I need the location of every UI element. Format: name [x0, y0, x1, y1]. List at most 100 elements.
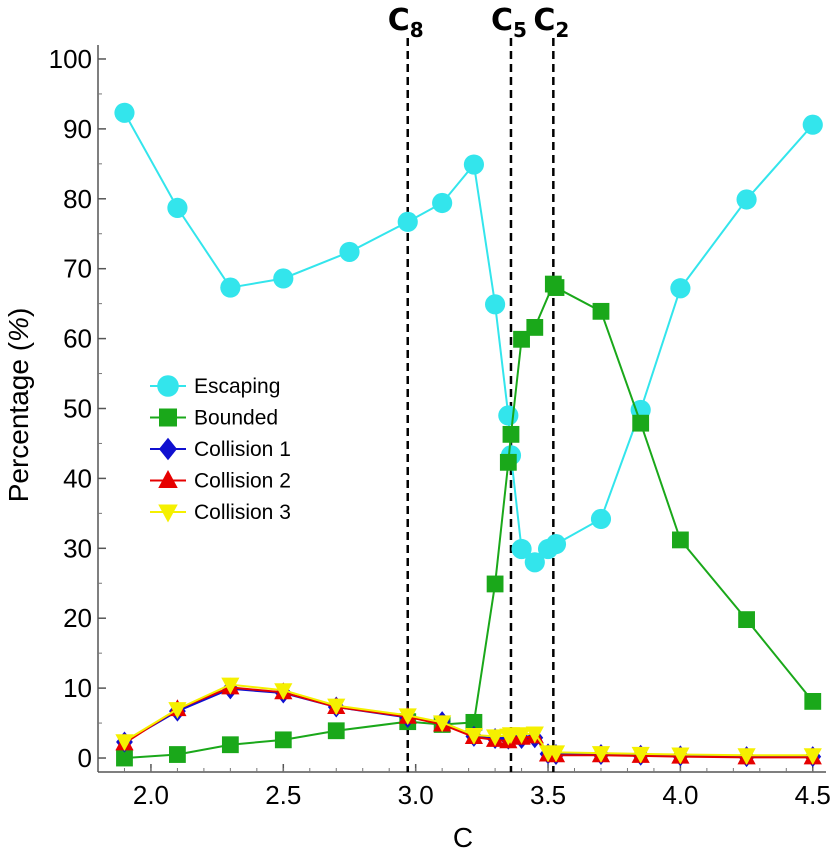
legend-marker	[158, 504, 178, 523]
point-escaping	[114, 102, 135, 123]
y-axis-title-main: Percentage (	[3, 341, 34, 502]
legend: Escaping Bounded Collision 1 Collision 2 Col…	[150, 375, 291, 524]
vline-label-sub: 2	[555, 18, 569, 42]
x-tick-label: 4.5	[795, 780, 830, 810]
point-collision-3	[221, 677, 240, 695]
y-axis-title: Percentage (%)	[3, 308, 34, 503]
point-bounded	[672, 531, 689, 549]
vline-label-c5: C5	[491, 3, 527, 42]
point-bounded	[502, 425, 520, 443]
point-collision-3	[803, 748, 822, 766]
point-escaping	[485, 294, 506, 315]
y-tick-label: 20	[63, 603, 92, 633]
point-escaping	[524, 552, 545, 573]
vline-label-sub: 8	[410, 18, 424, 42]
point-escaping	[273, 268, 294, 289]
series-group	[114, 102, 823, 768]
y-tick-label: 10	[63, 673, 92, 703]
legend-marker	[158, 470, 178, 488]
y-axis-title-close: )	[3, 308, 34, 317]
x-tick-label: 2.5	[265, 780, 301, 810]
x-tick-label: 4.0	[662, 780, 698, 810]
legend-label: Collision 1	[194, 438, 291, 461]
axes: 0 10 20 30 40 50 60 70 80 90 100 2.0 2.5 3.0 3.5 4.0 4.5	[49, 44, 830, 810]
y-tick-label: 50	[63, 394, 92, 424]
legend-label: Collision 3	[194, 501, 291, 524]
point-escaping	[545, 534, 567, 555]
point-collision-3	[485, 729, 505, 747]
legend-item-collision-1: Collision 1	[150, 437, 291, 461]
legend-marker	[159, 437, 177, 461]
point-collision-3	[671, 747, 690, 765]
vline-label-main: C	[533, 3, 555, 38]
point-escaping	[432, 192, 453, 214]
point-bounded	[804, 692, 822, 710]
point-bounded	[169, 746, 186, 763]
point-escaping	[498, 405, 519, 426]
series-line-bounded	[124, 282, 814, 760]
point-collision-3	[464, 727, 484, 745]
point-bounded	[632, 414, 650, 432]
point-bounded	[116, 749, 133, 767]
legend-label: Collision 2	[194, 470, 291, 493]
point-collision-3	[631, 746, 650, 764]
point-bounded	[327, 722, 345, 740]
point-collision-3	[398, 708, 417, 726]
point-collision-3	[525, 726, 544, 744]
point-escaping	[220, 277, 241, 298]
y-tick-label: 40	[63, 463, 92, 493]
y-tick-label: 30	[63, 533, 92, 563]
vline-label-c8: C8	[388, 3, 424, 42]
y-tick-label: 0	[78, 743, 92, 773]
point-bounded	[592, 302, 610, 320]
point-escaping	[463, 154, 484, 175]
vline-label-main: C	[388, 3, 410, 38]
y-tick-label: 100	[49, 44, 92, 74]
point-collision-3	[591, 746, 611, 763]
legend-item-escaping: Escaping	[150, 375, 280, 398]
y-axis-title-unit: %	[3, 317, 34, 342]
legend-item-collision-3: Collision 3	[150, 501, 291, 524]
point-escaping	[339, 241, 360, 262]
point-bounded	[526, 319, 544, 336]
point-escaping	[736, 189, 757, 210]
point-bounded	[221, 736, 239, 754]
point-collision-3	[512, 727, 531, 745]
vline-label-main: C	[491, 3, 513, 38]
vline-label-c2: C2	[533, 3, 569, 42]
point-bounded	[274, 731, 292, 749]
vline-label-sub: 5	[513, 18, 527, 42]
reference-lines: C8 C5 C2	[388, 3, 569, 772]
point-escaping	[670, 278, 691, 299]
y-tick-label: 80	[63, 184, 92, 214]
point-collision-3	[433, 715, 452, 733]
y-tick-label: 90	[63, 114, 92, 144]
point-escaping	[511, 538, 532, 560]
point-escaping	[590, 508, 612, 530]
point-collision-3	[274, 683, 293, 701]
y-tick-label: 70	[63, 254, 92, 284]
point-bounded	[738, 611, 755, 629]
legend-marker	[157, 375, 179, 397]
legend-label: Bounded	[194, 407, 278, 430]
point-bounded	[499, 453, 517, 471]
point-bounded	[486, 575, 504, 593]
x-tick-label: 3.5	[530, 780, 566, 810]
point-bounded	[547, 279, 565, 296]
point-bounded	[513, 330, 530, 348]
point-escaping	[397, 211, 418, 232]
point-bounded	[465, 713, 483, 731]
point-escaping	[167, 197, 188, 218]
series-line-escaping	[123, 112, 814, 564]
y-tick-label: 60	[63, 324, 92, 354]
legend-item-bounded: Bounded	[150, 407, 278, 430]
series-collision-3	[115, 677, 822, 766]
legend-marker	[159, 408, 177, 427]
x-axis-title: C	[453, 822, 473, 853]
point-collision-3	[327, 698, 346, 716]
point-collision-3	[546, 745, 566, 763]
point-collision-3	[737, 748, 756, 766]
legend-item-collision-2: Collision 2	[150, 470, 291, 493]
legend-label: Escaping	[194, 375, 280, 398]
